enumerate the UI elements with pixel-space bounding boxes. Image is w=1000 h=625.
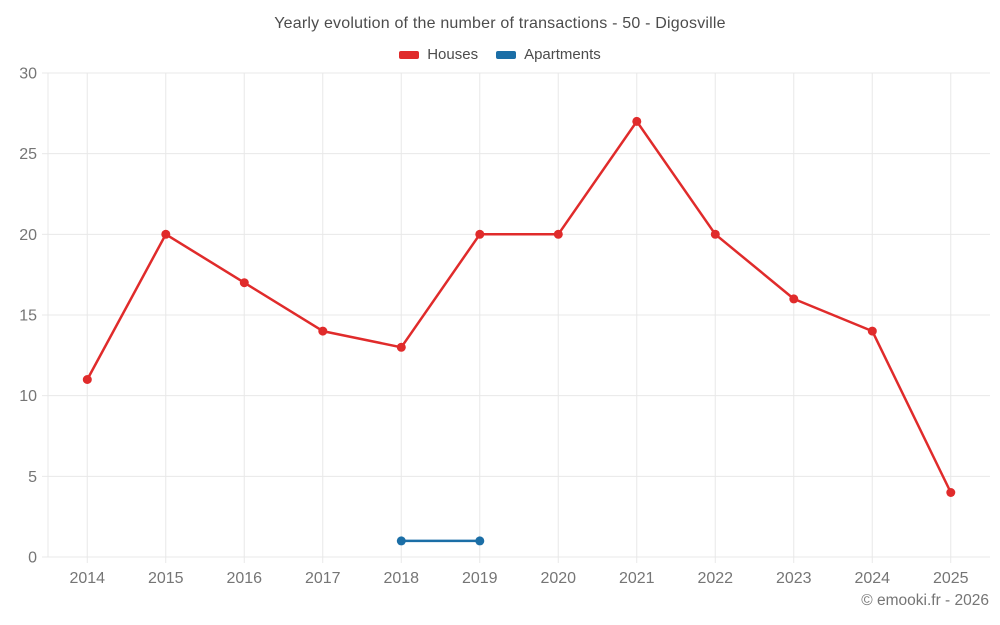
data-point (475, 229, 485, 239)
axis-ticks (42, 72, 952, 563)
y-tick-label: 30 (19, 66, 37, 83)
x-tick-label: 2022 (697, 570, 733, 587)
series-houses (82, 116, 956, 497)
gridlines (47, 72, 990, 558)
x-tick-label: 2021 (619, 570, 655, 587)
legend-item-apartments[interactable]: Apartments (496, 46, 601, 63)
y-tick-label: 5 (28, 469, 37, 486)
legend-label: Apartments (524, 46, 601, 63)
data-point (946, 488, 956, 497)
chart-title: Yearly evolution of the number of transa… (274, 15, 726, 32)
x-tick-label: 2023 (776, 570, 812, 587)
data-point (318, 326, 328, 336)
data-point (867, 326, 877, 336)
data-point (632, 116, 642, 126)
x-tick-label: 2024 (854, 570, 890, 587)
y-tick-label: 20 (19, 227, 37, 244)
x-tick-label: 2017 (305, 570, 341, 587)
y-tick-label: 0 (28, 550, 37, 567)
x-tick-label: 2018 (383, 570, 419, 587)
x-tick-label: 2016 (226, 570, 262, 587)
x-tick-label: 2020 (540, 570, 576, 587)
x-axis-labels: 2014 2015 2016 2017 2018 2019 2020 2021 2022 2023… (69, 570, 968, 587)
x-tick-label: 2025 (933, 570, 969, 587)
legend-swatch-apartments (496, 50, 517, 59)
data-point (475, 536, 485, 546)
x-tick-label: 2019 (462, 570, 498, 587)
data-point (553, 229, 563, 239)
y-axis-labels: 0 5 10 15 20 25 30 (19, 66, 37, 567)
copyright-credit: © emooki.fr - 2026 (861, 592, 989, 609)
y-tick-label: 10 (19, 388, 37, 405)
data-point (396, 342, 406, 352)
legend-label: Houses (427, 46, 479, 63)
x-tick-label: 2015 (148, 570, 184, 587)
data-point (161, 229, 171, 239)
legend-swatch-houses (399, 50, 420, 59)
data-point (82, 375, 92, 384)
legend-item-houses[interactable]: Houses (399, 46, 478, 63)
data-point (710, 229, 720, 239)
x-tick-label: 2014 (69, 570, 105, 587)
data-point (789, 294, 799, 304)
series-apartments (396, 536, 485, 546)
y-tick-label: 25 (19, 146, 37, 163)
chart-legend: Houses Apartments (0, 46, 1000, 63)
y-tick-label: 15 (19, 308, 37, 325)
data-point (239, 278, 249, 288)
data-point (396, 536, 406, 546)
series-line (86, 120, 953, 494)
